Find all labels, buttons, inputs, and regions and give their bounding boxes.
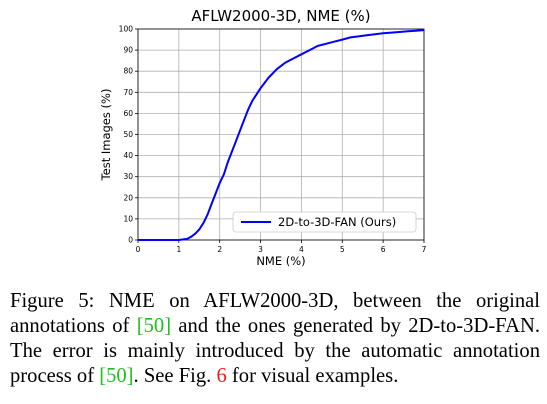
x-tick-label: 1: [176, 245, 181, 254]
y-tick-label: 30: [123, 172, 133, 181]
x-tick-label: 2: [217, 245, 222, 254]
x-tick-label: 7: [422, 245, 427, 254]
caption-text: Figure 5: NME on AFLW2000-3D, between th…: [10, 290, 540, 337]
y-tick-label: 10: [123, 214, 133, 223]
chart-title: AFLW2000-3D, NME (%): [191, 7, 370, 25]
x-axis-ticks: 0 1 2 3 4 5 6 7: [136, 240, 427, 254]
y-axis-ticks: 0 10 20 30 40 50 60 70 80 90 100: [119, 25, 138, 245]
y-axis-label: Test Images (%): [99, 89, 113, 182]
y-tick-label: 60: [123, 109, 133, 118]
x-tick-label: 3: [258, 245, 263, 254]
series-layer: [138, 29, 425, 241]
legend-label: 2D-to-3D-FAN (Ours): [278, 215, 396, 229]
figure-reference-link[interactable]: 6: [216, 365, 227, 387]
legend: 2D-to-3D-FAN (Ours): [232, 211, 417, 233]
caption-text: and the ones generated by 2D-to-3D-FAN. …: [10, 315, 540, 387]
x-tick-label: 0: [136, 245, 141, 254]
y-tick-label: 100: [119, 25, 134, 34]
x-tick-label: 6: [381, 245, 386, 254]
y-tick-label: 0: [128, 236, 133, 245]
x-tick-label: 5: [340, 245, 345, 254]
caption-text: for visual examples.: [226, 365, 399, 387]
legend-box: [232, 211, 417, 233]
series-line: [138, 29, 425, 241]
grid-lines: [137, 28, 425, 241]
caption-text: . See Fig.: [133, 365, 217, 387]
x-tick-label: 4: [299, 245, 304, 254]
y-tick-label: 20: [123, 193, 133, 202]
plot-frame: [137, 28, 425, 241]
y-tick-label: 80: [123, 67, 133, 76]
citation-link[interactable]: [50]: [136, 315, 172, 337]
y-tick-label: 90: [123, 46, 133, 55]
y-tick-label: 40: [123, 151, 133, 160]
x-axis-label: NME (%): [256, 254, 305, 268]
y-tick-label: 70: [123, 88, 133, 97]
y-tick-label: 50: [123, 130, 133, 139]
figure-caption: Figure 5: NME on AFLW2000-3D, between th…: [10, 289, 540, 389]
citation-link[interactable]: [50]: [99, 365, 134, 387]
